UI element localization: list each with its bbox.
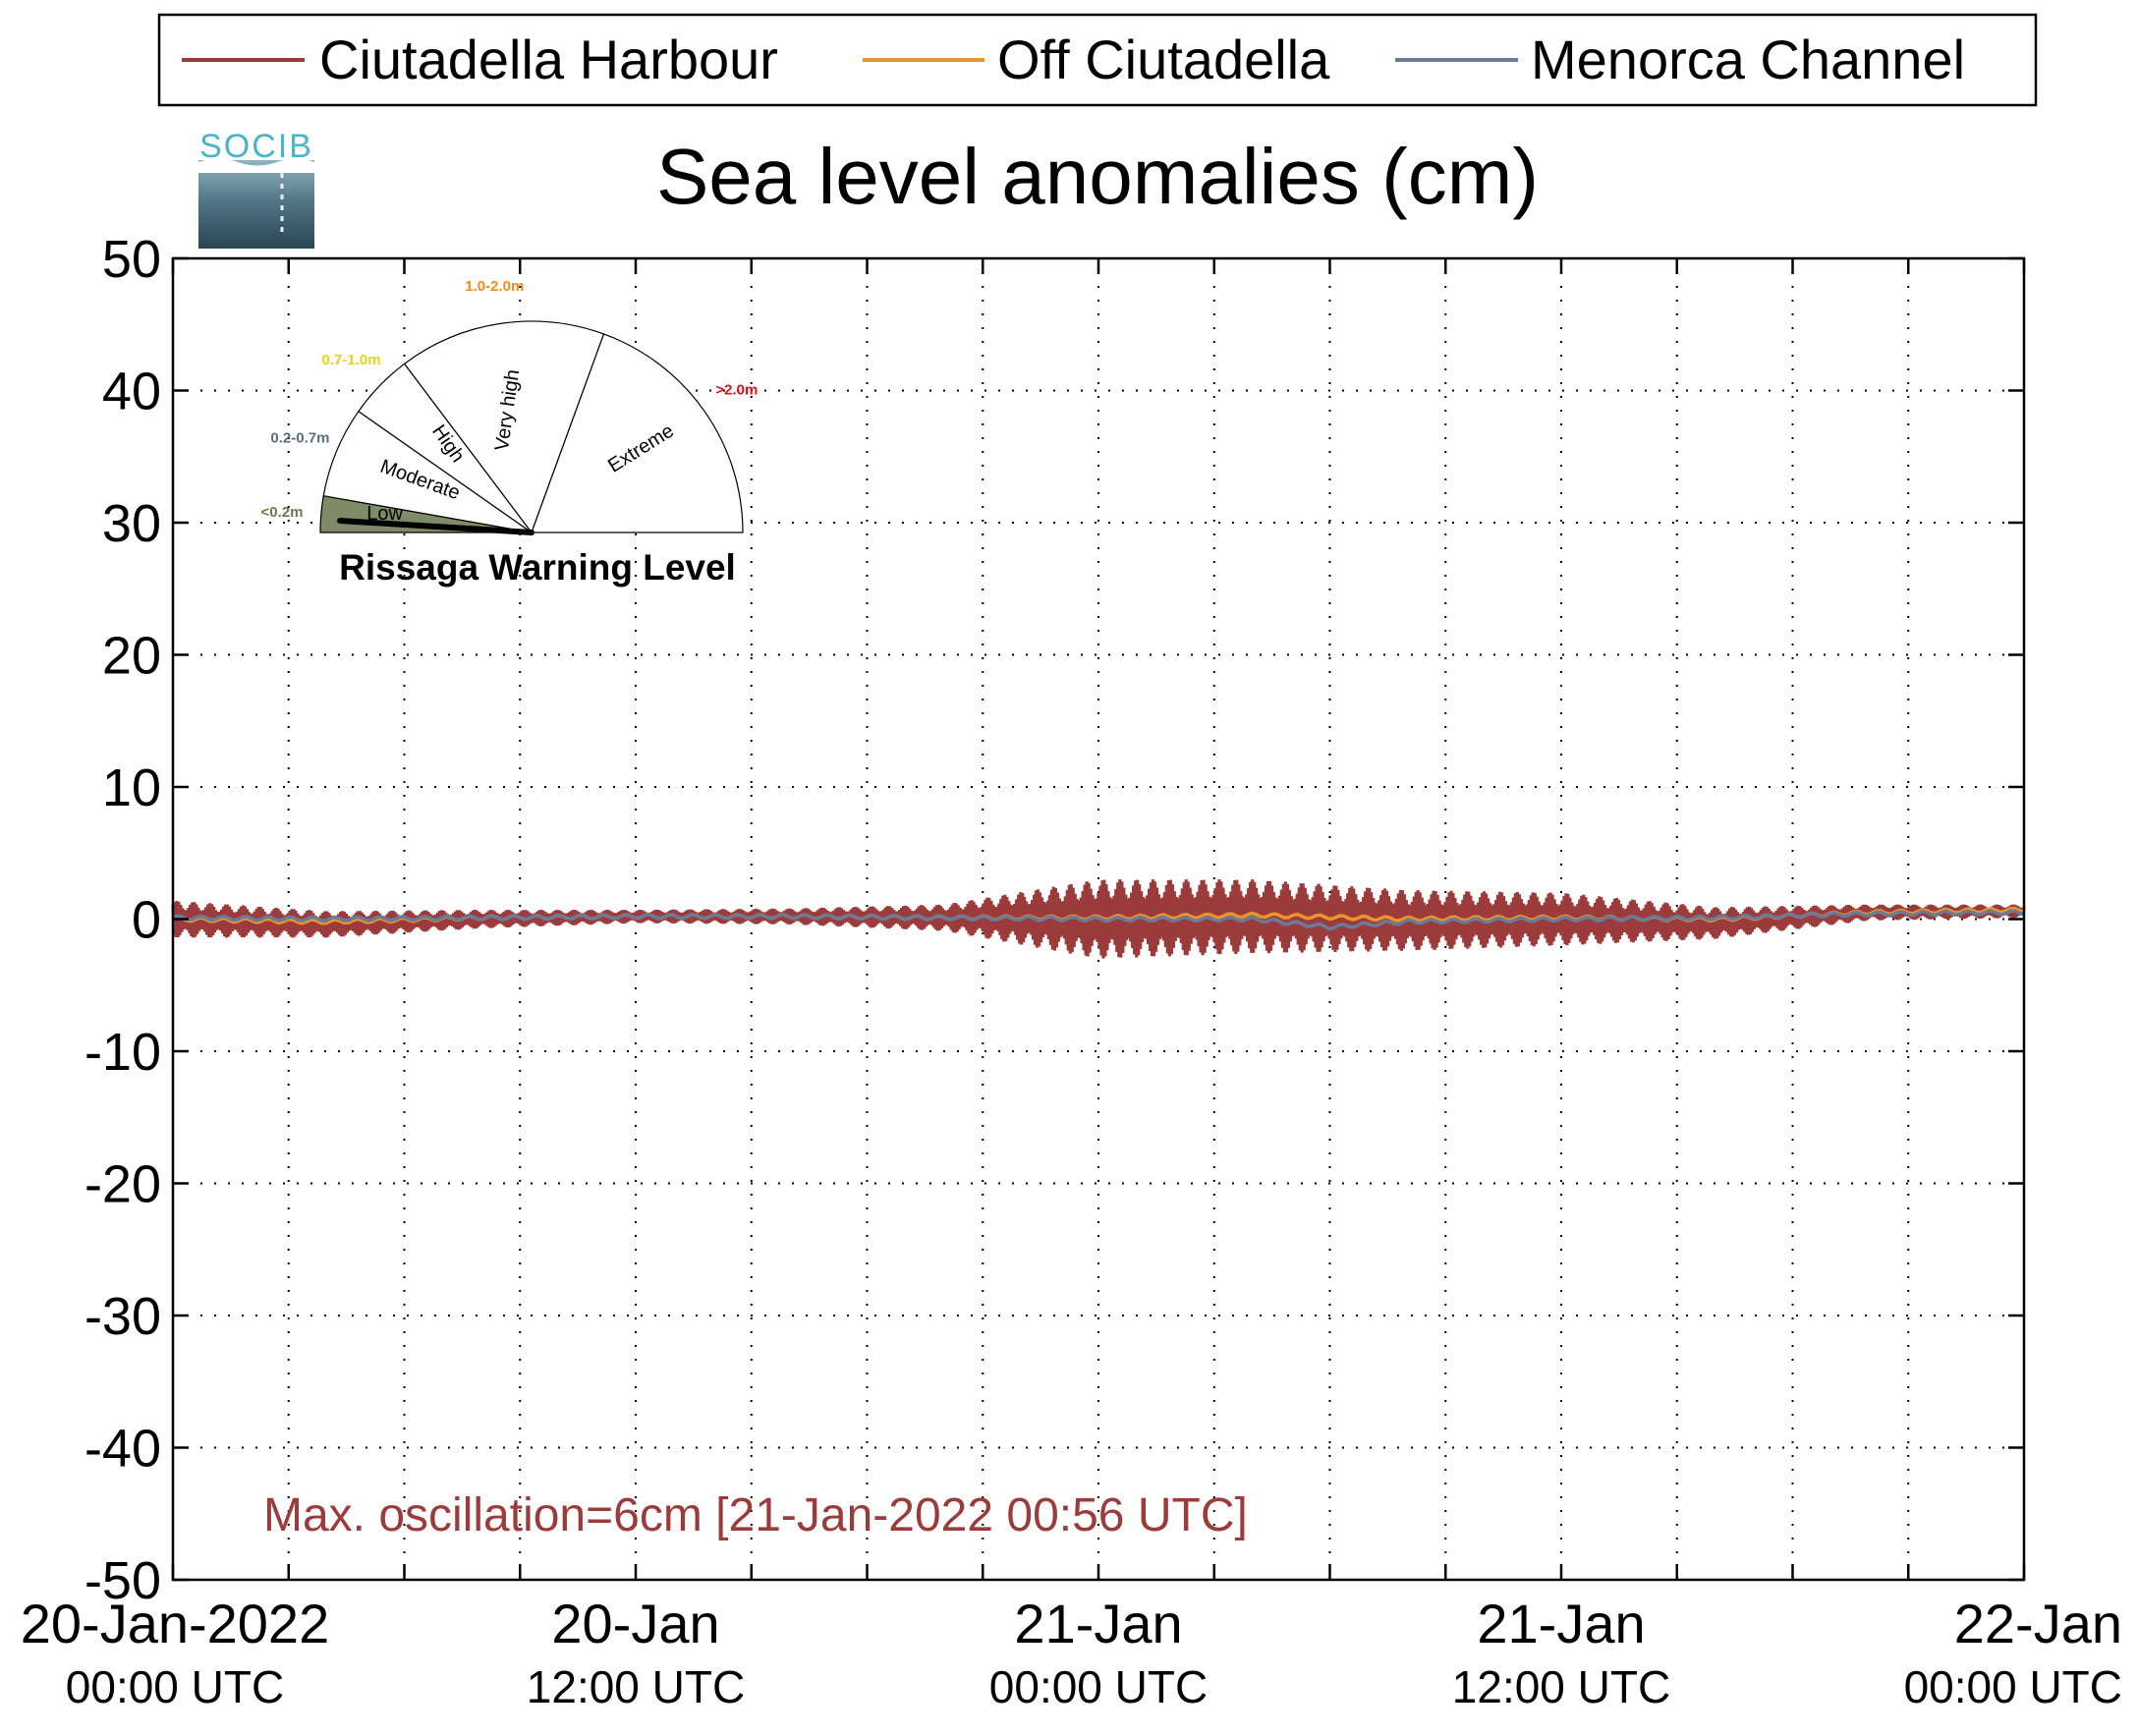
gauge-range-label: >2.0m	[715, 382, 758, 399]
logo-text: SOCIB	[199, 128, 313, 165]
gauge-sector-very-high	[403, 320, 605, 534]
y-tick-label: 20	[102, 627, 161, 686]
x-tick-time-label: 00:00 UTC	[66, 1661, 284, 1712]
gauge-title: Rissaga Warning Level	[339, 547, 736, 588]
gauge-range-label: 1.0-2.0m	[465, 278, 524, 295]
legend-label-off-ciutadella: Off Ciutadella	[997, 28, 1330, 90]
gauge-needle	[337, 518, 534, 535]
x-tick-time-label: 12:00 UTC	[527, 1661, 745, 1712]
x-axis: 20-Jan-2022 00:00 UTC 20-Jan 12:00 UTC 21-Ja…	[21, 258, 2122, 1712]
x-tick-date-label: 20-Jan-2022	[21, 1593, 329, 1654]
y-tick-label: 0	[132, 891, 161, 950]
x-tick-date-label: 21-Jan	[1477, 1593, 1645, 1654]
y-tick-label: -10	[84, 1023, 161, 1082]
y-tick-label: -30	[84, 1287, 161, 1346]
series-line-menorca-channel	[172, 909, 2025, 931]
gauge-range-label: <0.2m	[260, 504, 303, 521]
x-tick-time-label: 00:00 UTC	[1904, 1661, 2122, 1712]
gauge-sector-extreme	[531, 333, 744, 533]
legend-label-menorca-channel: Menorca Channel	[1531, 28, 1965, 90]
y-tick-label: -50	[84, 1551, 161, 1610]
x-tick-date-label: 22-Jan	[1954, 1593, 2122, 1654]
gauge-range-label: 0.7-1.0m	[322, 352, 381, 368]
x-tick-date-label: 20-Jan	[551, 1593, 719, 1654]
x-tick-date-label: 21-Jan	[1014, 1593, 1182, 1654]
plot-frame	[171, 256, 2026, 1582]
y-tick-label: 50	[102, 230, 161, 289]
rissaga-gauge: Rissaga Warning Level Low<0.2mModerate0.…	[260, 278, 758, 588]
y-tick-label: -40	[84, 1420, 161, 1479]
y-tick-label: 10	[102, 758, 161, 817]
gauge-range-label: 0.2-0.7m	[270, 429, 329, 446]
x-tick-time-label: 00:00 UTC	[989, 1661, 1208, 1712]
y-axis: 50 40 30 20 10 0 -10 -20 -30 -40 -50	[84, 230, 2024, 1610]
socib-logo: SOCIB	[198, 128, 314, 249]
y-tick-label: 30	[102, 494, 161, 553]
y-tick-label: -20	[84, 1155, 161, 1214]
series-layer	[171, 879, 2026, 959]
legend: Ciutadella Harbour Off Ciutadella Menorc…	[157, 13, 2038, 107]
legend-label-ciutadella-harbour: Ciutadella Harbour	[319, 28, 778, 90]
y-tick-label: 40	[102, 363, 161, 421]
x-tick-time-label: 12:00 UTC	[1452, 1661, 1670, 1712]
max-oscillation-annotation: Max. oscillation=6cm [21-Jan-2022 00:56 …	[263, 1489, 1248, 1541]
chart-title: Sea level anomalies (cm)	[656, 133, 1539, 220]
legend-box	[157, 13, 2038, 107]
